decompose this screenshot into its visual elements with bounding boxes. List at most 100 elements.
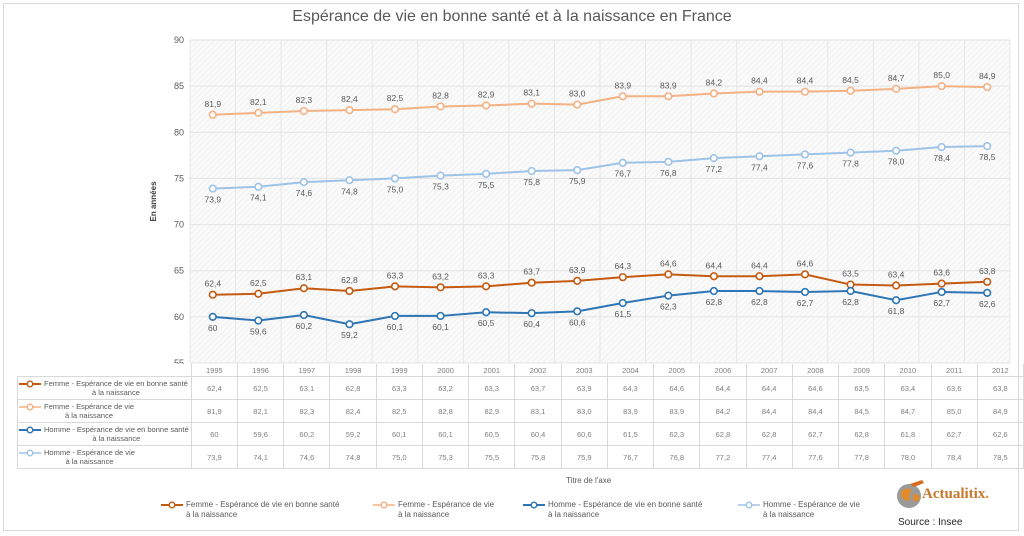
data-label: 63,9 bbox=[569, 265, 586, 275]
table-cell: 82,5 bbox=[375, 399, 423, 423]
data-label: 62,7 bbox=[797, 298, 814, 308]
table-cell: 78,4 bbox=[930, 445, 978, 469]
data-point bbox=[846, 286, 855, 296]
data-point bbox=[436, 171, 445, 180]
table-cell: 74,1 bbox=[236, 445, 285, 469]
data-label: 63,3 bbox=[387, 270, 404, 280]
table-cell: 84,5 bbox=[838, 399, 886, 423]
data-label: 62,6 bbox=[979, 299, 996, 309]
data-point bbox=[436, 283, 445, 292]
data-label: 62,4 bbox=[205, 279, 222, 289]
legend-label-line2: à la naissance bbox=[548, 510, 600, 519]
series-name: Homme - Espérance de vie bbox=[44, 448, 135, 457]
series-2: 81,9 82,1 82,3 82,4 82,5 82,8 82,9 83,1 83,0 83,9… bbox=[205, 70, 996, 119]
data-point bbox=[618, 298, 627, 308]
legend-marker-icon bbox=[19, 426, 41, 434]
table-cell: 62,6 bbox=[976, 422, 1024, 446]
data-label: 62,7 bbox=[933, 298, 950, 308]
y-tick-label: 75 bbox=[174, 173, 184, 183]
table-row-header: Homme - Espérance de vie en bonne santé à… bbox=[17, 422, 192, 446]
legend-marker-icon bbox=[373, 501, 395, 509]
table-cell: 61,5 bbox=[606, 422, 655, 446]
data-point bbox=[892, 281, 901, 290]
data-point bbox=[573, 276, 582, 285]
series-name-line2: à la naissance bbox=[65, 411, 113, 420]
x-tick-label: 1998 bbox=[329, 364, 377, 377]
table-cell: 81,9 bbox=[190, 399, 238, 423]
data-point bbox=[390, 311, 400, 321]
data-label: 63,2 bbox=[432, 271, 449, 281]
data-point bbox=[527, 309, 536, 318]
x-tick-label: 2012 bbox=[976, 364, 1024, 377]
data-point bbox=[299, 284, 308, 293]
table-cell: 73,9 bbox=[190, 445, 238, 469]
y-tick-label: 80 bbox=[174, 127, 184, 137]
data-label: 63,7 bbox=[523, 267, 540, 277]
table-cell: 60,2 bbox=[283, 422, 331, 446]
data-point bbox=[800, 150, 810, 159]
table-cell: 62,5 bbox=[236, 376, 285, 400]
data-label: 74,8 bbox=[341, 186, 358, 196]
data-point bbox=[299, 178, 308, 187]
data-point bbox=[345, 176, 354, 185]
data-point bbox=[390, 282, 400, 291]
data-point bbox=[208, 184, 217, 193]
data-label: 75,0 bbox=[387, 184, 404, 194]
data-point bbox=[709, 272, 718, 281]
table-cell: 63,9 bbox=[560, 376, 608, 400]
x-tick-label: 2005 bbox=[653, 364, 701, 377]
table-cell: 83,9 bbox=[653, 399, 701, 423]
table-cell: 75,3 bbox=[421, 445, 470, 469]
y-tick-label: 90 bbox=[174, 35, 184, 45]
data-label: 59,2 bbox=[341, 330, 358, 340]
table-cell: 61,8 bbox=[884, 422, 932, 446]
table-row: Homme - Espérance de vie en bonne santé à… bbox=[17, 422, 1024, 446]
data-point bbox=[846, 280, 855, 289]
table-cell: 63,2 bbox=[421, 376, 470, 400]
data-label: 64,6 bbox=[797, 258, 814, 268]
data-point bbox=[709, 154, 718, 163]
data-point bbox=[983, 82, 992, 92]
series-line bbox=[212, 85, 988, 116]
data-label: 84,2 bbox=[706, 78, 723, 88]
series-name-line2: à la naissance bbox=[92, 434, 141, 443]
table-cell: 62,4 bbox=[190, 376, 238, 400]
table-cell: 60,5 bbox=[468, 422, 516, 446]
table-cell: 77,8 bbox=[838, 445, 886, 469]
data-point bbox=[800, 87, 810, 96]
data-point bbox=[482, 282, 491, 291]
data-point bbox=[345, 106, 354, 115]
table-cell: 60,4 bbox=[514, 422, 562, 446]
data-table: 1995 1996 1997 1998 1999 2000 2001 2002 2003 2004… bbox=[17, 364, 1024, 469]
y-axis: 55 60 65 70 75 80 85 90 bbox=[174, 35, 184, 364]
series-line bbox=[212, 273, 988, 296]
legend-item: Homme - Espérance de vie en bonne santé à… bbox=[522, 500, 702, 520]
data-label: 61,8 bbox=[888, 306, 905, 316]
data-label: 83,0 bbox=[569, 89, 586, 99]
data-label: 77,8 bbox=[842, 159, 859, 169]
table-cell: 78,0 bbox=[884, 445, 932, 469]
table-cell: 59,6 bbox=[236, 422, 285, 446]
table-cell: 63,1 bbox=[283, 376, 331, 400]
legend-label: Femme - Espérance de vie en bonne santé bbox=[186, 500, 340, 509]
data-label: 82,5 bbox=[387, 93, 404, 103]
table-cell: 62,7 bbox=[791, 422, 840, 446]
data-label: 84,9 bbox=[979, 71, 996, 81]
table-cell: 84,7 bbox=[884, 399, 932, 423]
x-tick-label: 2010 bbox=[884, 364, 932, 377]
table-cell: 83,0 bbox=[560, 399, 608, 423]
data-label: 60,5 bbox=[478, 318, 495, 328]
table-cell: 76,8 bbox=[653, 445, 701, 469]
x-tick-label: 2002 bbox=[514, 364, 562, 377]
data-point bbox=[755, 286, 764, 296]
legend-marker-icon bbox=[523, 501, 545, 509]
data-label: 82,4 bbox=[341, 94, 358, 104]
table-cell: 74,6 bbox=[283, 445, 331, 469]
data-label: 78,0 bbox=[888, 157, 905, 167]
data-label: 82,3 bbox=[296, 95, 313, 105]
table-cell: 64,6 bbox=[791, 376, 840, 400]
data-point bbox=[390, 174, 400, 183]
legend-label: Femme - Espérance de vie bbox=[398, 500, 495, 509]
table-cell: 60,1 bbox=[375, 422, 423, 446]
data-point bbox=[664, 270, 673, 279]
